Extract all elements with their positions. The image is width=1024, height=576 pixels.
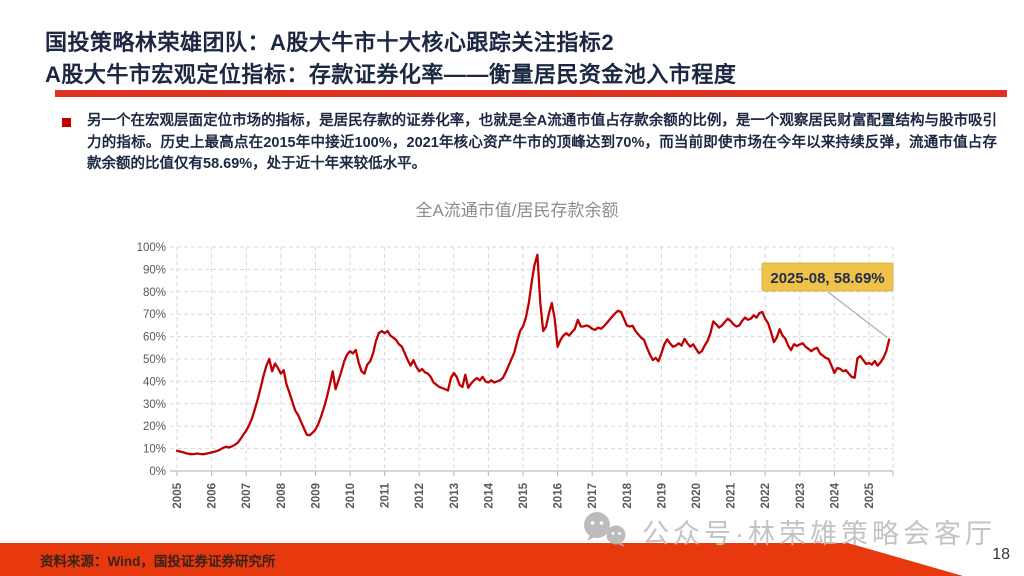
y-tick-label: 30% bbox=[143, 399, 166, 411]
x-tick-label: 2005 bbox=[172, 482, 184, 508]
x-tick-label: 2019 bbox=[656, 483, 668, 509]
watermark-text: 公众号·林荣雄策略会客厅 bbox=[642, 518, 996, 549]
x-tick-label: 2010 bbox=[345, 483, 357, 509]
y-tick-label: 10% bbox=[143, 444, 166, 456]
x-tick-label: 2021 bbox=[726, 482, 738, 508]
y-tick-label: 100% bbox=[137, 242, 166, 254]
y-tick-label: 40% bbox=[143, 376, 166, 388]
slide-title-line-2: A股大牛市宏观定位指标：存款证券化率——衡量居民资金池入市程度 bbox=[45, 62, 737, 87]
x-tick-label: 2024 bbox=[829, 482, 841, 508]
x-tick-label: 2016 bbox=[553, 483, 565, 509]
page-number: 18 bbox=[992, 546, 1010, 563]
x-tick-label: 2012 bbox=[414, 483, 426, 509]
y-tick-label: 60% bbox=[143, 332, 166, 344]
y-tick-label: 0% bbox=[149, 466, 166, 478]
y-tick-label: 70% bbox=[143, 309, 166, 321]
title-underline-bar bbox=[55, 90, 1007, 97]
x-tick-label: 2009 bbox=[310, 483, 322, 509]
x-tick-label: 2020 bbox=[691, 483, 703, 509]
x-tick-label: 2025 bbox=[864, 482, 876, 508]
slide-title-line-1: 国投策略林荣雄团队：A股大牛市十大核心跟踪关注指标2 bbox=[45, 30, 615, 55]
x-tick-label: 2007 bbox=[241, 483, 253, 509]
bullet-square-icon bbox=[62, 118, 71, 127]
y-tick-label: 50% bbox=[143, 354, 166, 366]
x-tick-label: 2013 bbox=[449, 483, 461, 509]
y-tick-label: 90% bbox=[143, 264, 166, 276]
callout-label: 2025-08, 58.69% bbox=[770, 270, 884, 287]
x-tick-label: 2014 bbox=[483, 482, 495, 508]
x-tick-label: 2011 bbox=[380, 482, 392, 508]
footer-red-bar bbox=[0, 543, 963, 576]
y-tick-label: 80% bbox=[143, 287, 166, 299]
x-tick-label: 2023 bbox=[795, 483, 807, 509]
wechat-icon bbox=[584, 512, 626, 547]
callout: 2025-08, 58.69% bbox=[761, 262, 894, 292]
source-text: 资料来源：Wind，国投证券证券研究所 bbox=[40, 554, 276, 569]
watermark: 公众号·林荣雄策略会客厅 bbox=[580, 510, 996, 552]
x-axis bbox=[170, 470, 894, 476]
bullet-paragraph: 另一个在宏观层面定位市场的指标，是居民存款的证券化率，也就是全A流通市值占存款余… bbox=[87, 113, 997, 172]
y-axis-labels: 0% 10% 20% 30% 40% 50% 60% 70% 80% 90% 100% bbox=[137, 242, 166, 478]
x-tick-label: 2015 bbox=[518, 482, 530, 508]
x-tick-label: 2006 bbox=[207, 483, 219, 509]
x-tick-label: 2018 bbox=[622, 482, 634, 508]
callout-leader-line bbox=[827, 291, 888, 339]
data-line bbox=[175, 253, 891, 456]
x-tick-label: 2017 bbox=[587, 483, 599, 509]
chart-gridlines bbox=[170, 246, 894, 471]
callout-box bbox=[761, 262, 894, 292]
x-tick-label: 2008 bbox=[276, 482, 288, 508]
x-tick-label: 2022 bbox=[760, 483, 772, 509]
chart-title: 全A流通市值/居民存款余额 bbox=[415, 201, 619, 220]
y-tick-label: 20% bbox=[143, 421, 166, 433]
x-axis-labels: 2005 2006 2007 2008 2009 2010 2011 2012 2013 2014… bbox=[172, 482, 876, 508]
